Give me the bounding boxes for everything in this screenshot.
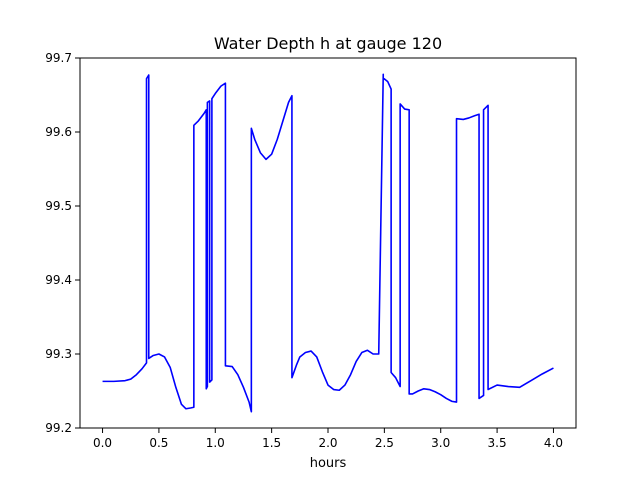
x-tick-label: 3.0 [431,436,450,450]
y-tick-label: 99.2 [45,421,72,435]
series-layer [102,73,554,413]
x-axis-label: hours [310,456,347,471]
plot-area-background [80,58,576,428]
y-tick-label: 99.3 [45,347,72,361]
x-tick-label: 2.0 [318,436,337,450]
chart-title: Water Depth h at gauge 120 [214,34,442,53]
x-tick-label: 2.5 [375,436,394,450]
x-tick-label: 0.5 [149,436,168,450]
x-tick-label: 3.5 [488,436,507,450]
y-tick-label: 99.7 [45,51,72,65]
x-tick-label: 1.5 [262,436,281,450]
y-axis: 99.2 99.3 99.4 99.5 99.6 99.7 [45,51,80,435]
x-tick-label: 4.0 [544,436,563,450]
y-tick-label: 99.5 [45,199,72,213]
x-tick-label: 1.0 [206,436,225,450]
x-axis: 0.0 0.5 1.0 1.5 2.0 2.5 3.0 3.5 4.0 [93,428,563,450]
x-tick-label: 0.0 [93,436,112,450]
series-line-0 [102,73,554,413]
y-tick-label: 99.4 [45,273,72,287]
y-tick-label: 99.6 [45,125,72,139]
